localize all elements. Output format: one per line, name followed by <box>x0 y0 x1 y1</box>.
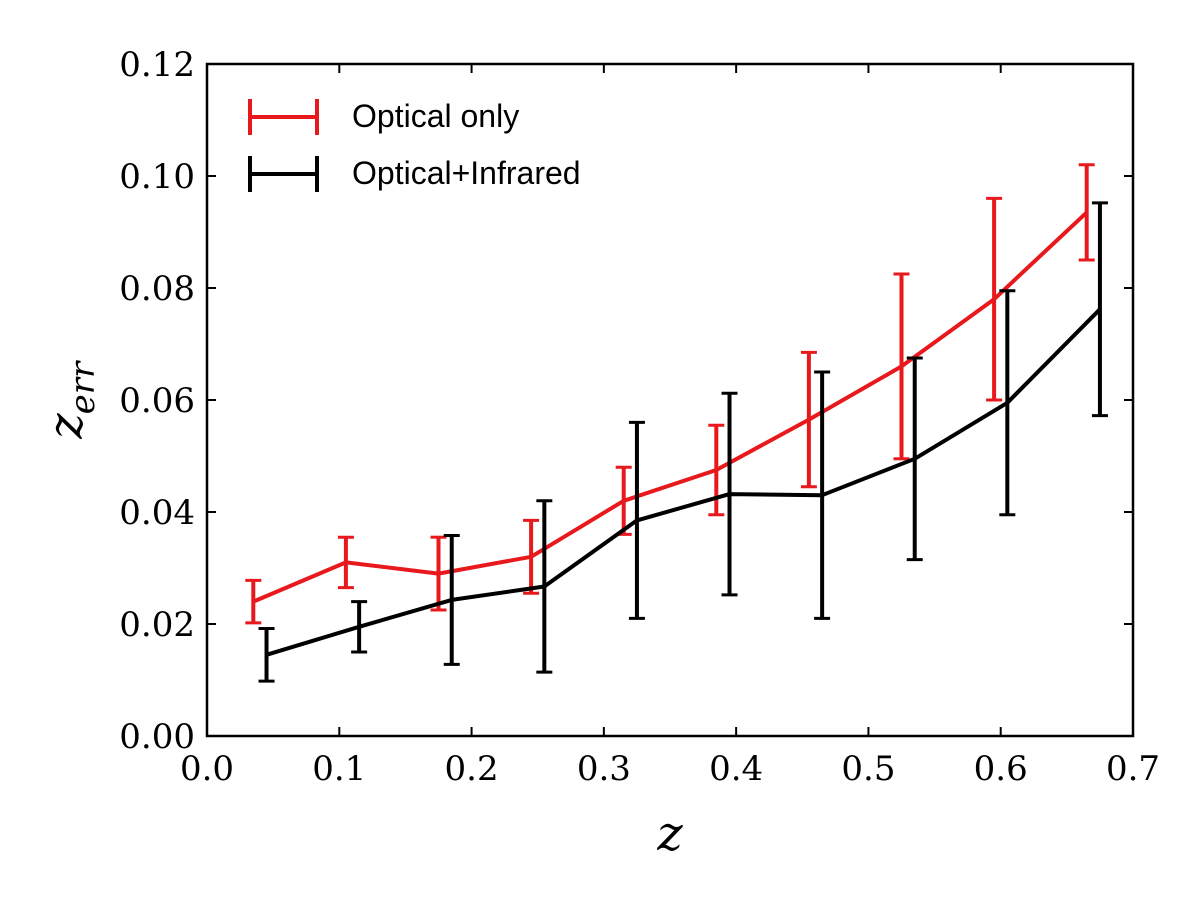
x-tick-label: 0.3 <box>577 749 631 789</box>
legend-label-optical-only: Optical only <box>352 98 519 134</box>
error-bar <box>999 289 1016 517</box>
series-line <box>252 210 1089 604</box>
y-tick-label: 0.12 <box>119 45 195 85</box>
x-tick-label: 0.2 <box>445 749 499 789</box>
y-axis-label: z err <box>38 360 103 440</box>
legend-entry-optical-only: Optical only <box>248 98 519 135</box>
error-bar <box>337 535 354 590</box>
error-bar <box>430 535 447 612</box>
x-tick-label: 0.6 <box>974 749 1028 789</box>
legend-marker-optical-only <box>248 99 319 135</box>
plot-frame <box>205 62 1135 738</box>
series-optical-infrared <box>258 201 1108 683</box>
error-bar <box>986 196 1003 402</box>
x-tick-label: 0.5 <box>841 749 895 789</box>
series-layer <box>245 163 1108 683</box>
legend-label-optical-infrared: Optical+Infrared <box>352 155 581 191</box>
error-bar <box>443 534 460 666</box>
error-bar <box>628 420 645 620</box>
legend: Optical only Optical+Infrared <box>248 98 581 192</box>
error-bar <box>800 350 817 489</box>
error-bar <box>721 391 738 597</box>
y-tick-label: 0.00 <box>119 717 195 757</box>
error-bar <box>523 518 540 595</box>
x-axis-label: z <box>656 806 683 862</box>
x-tick-label: 0.0 <box>180 749 234 789</box>
error-bar <box>245 578 262 625</box>
error-bar <box>1078 163 1095 262</box>
y-tick-label: 0.08 <box>119 269 195 309</box>
legend-entry-optical-infrared: Optical+Infrared <box>248 155 581 192</box>
y-axis-label-base: z <box>38 413 94 440</box>
y-axis-label-subscript: err <box>63 360 103 414</box>
error-bar <box>814 370 831 620</box>
error-bar <box>893 272 910 461</box>
series-line <box>265 307 1102 657</box>
error-bar <box>536 499 553 674</box>
y-tick-label: 0.02 <box>119 605 195 645</box>
y-tick-label: 0.10 <box>119 157 195 197</box>
series-optical-only <box>245 163 1095 625</box>
x-tick-label: 0.4 <box>709 749 763 789</box>
error-bar <box>351 600 368 654</box>
y-tick-label: 0.04 <box>119 493 195 533</box>
tick-labels: 0.0 0.1 0.2 0.3 0.4 0.5 0.6 0.7 0.00 0.02 0.04 0.06… <box>119 45 1160 789</box>
error-bar <box>906 356 923 562</box>
error-bar <box>258 626 275 683</box>
legend-marker-optical-infrared <box>248 156 319 192</box>
y-tick-label: 0.06 <box>119 381 195 421</box>
x-tick-label: 0.1 <box>312 749 366 789</box>
x-tick-label: 0.7 <box>1106 749 1160 789</box>
error-bar <box>1091 201 1108 418</box>
